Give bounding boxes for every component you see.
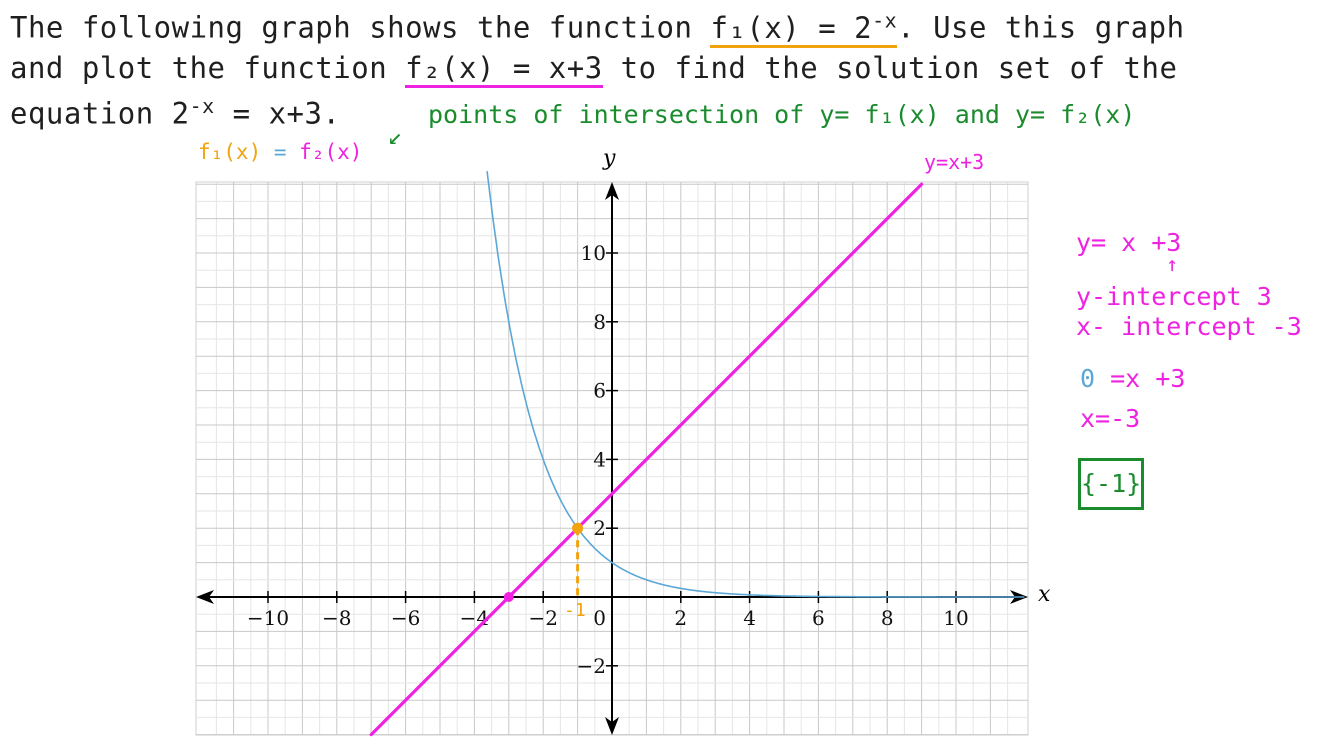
x-tick-label: −2 <box>528 606 557 630</box>
equals-sign: = <box>261 140 300 164</box>
x-tick-label: −4 <box>460 606 489 630</box>
note-arrow-icon: ↙ <box>388 122 403 150</box>
x-tick-label: −10 <box>247 606 289 630</box>
x-tick-label: 2 <box>674 606 687 630</box>
intersection-point <box>572 522 584 534</box>
answer-box: {-1} <box>1078 458 1144 510</box>
problem-text: and plot the function <box>10 51 388 85</box>
f2-label: f₂(x) <box>299 140 363 164</box>
y-tick-label: 4 <box>593 447 606 471</box>
x-tick-label: 4 <box>743 606 756 630</box>
x-tick-label: −8 <box>322 606 351 630</box>
y-tick-label: 10 <box>581 241 606 265</box>
equation-rhs: = x+3. <box>232 96 341 131</box>
problem-text: The following graph shows the function <box>10 10 693 45</box>
side-note-x-intercept: x- intercept -3 <box>1076 312 1302 341</box>
equation-exponent: -x <box>189 94 215 118</box>
side-note-y-intercept: y-intercept 3 <box>1076 282 1272 311</box>
f1-label: f₁(x) <box>198 140 262 164</box>
linear-line <box>369 182 924 737</box>
problem-line-1: The following graph shows the function f… <box>10 8 1185 48</box>
zero-equation-rest: =x +3 <box>1095 364 1186 393</box>
y-axis-top-arrow <box>605 182 619 200</box>
x-intercept-point <box>503 592 514 602</box>
x-axis-left-arrow <box>196 590 214 604</box>
x-tick-label: 10 <box>943 606 968 630</box>
zero-circle: 0 <box>1080 364 1096 393</box>
axes <box>196 182 1028 735</box>
problem-line-3: equation 2-x = x+3. <box>10 94 340 131</box>
y-axis-label: y <box>603 146 616 171</box>
exponential-curve <box>486 171 1025 598</box>
x-tick-label: 8 <box>881 606 894 630</box>
x-tick-label: 6 <box>812 606 825 630</box>
side-note-zero-equation: 0 =x +3 <box>1080 364 1185 393</box>
x-marker-label: -1 <box>564 600 586 621</box>
f1-exponent: -x <box>872 8 898 32</box>
problem-text: to find the solution set of the <box>620 51 1178 85</box>
side-note-x-solution: x=-3 <box>1080 404 1141 433</box>
equation-lhs: equation 2 <box>10 96 190 131</box>
problem-text: . Use this graph <box>897 10 1185 45</box>
f1-definition-text: f₁(x) = 2 <box>710 10 873 45</box>
f2-definition: f₂(x) = x+3 <box>405 51 603 88</box>
y-tick-label: 8 <box>593 310 606 334</box>
markers <box>503 522 584 602</box>
up-arrow-icon: ↑ <box>1166 252 1179 276</box>
ticks: −10 −8 −6 −4 −2 2 4 6 8 10 −2 2 4 6 8 10 0 <box>247 241 969 678</box>
side-note-equation: y= x +3 <box>1076 228 1182 257</box>
f1-equals-f2-note: f₁(x) = f₂(x) <box>198 140 362 164</box>
line-label: y=x+3 <box>924 150 985 174</box>
problem-line-2: and plot the function f₂(x) = x+3 to fin… <box>10 51 1178 88</box>
x-tick-label: −6 <box>391 606 420 630</box>
x-axis-label: x <box>1038 582 1051 607</box>
y-tick-label: 6 <box>593 379 606 403</box>
intersection-note: points of intersection of y= f₁(x) and y… <box>428 100 1136 129</box>
y-axis-bottom-arrow <box>605 717 619 735</box>
origin-label: 0 <box>593 606 606 630</box>
y-tick-label: 2 <box>593 516 606 540</box>
f1-definition: f₁(x) = 2-x <box>710 8 898 48</box>
y-tick-label: −2 <box>577 654 606 678</box>
